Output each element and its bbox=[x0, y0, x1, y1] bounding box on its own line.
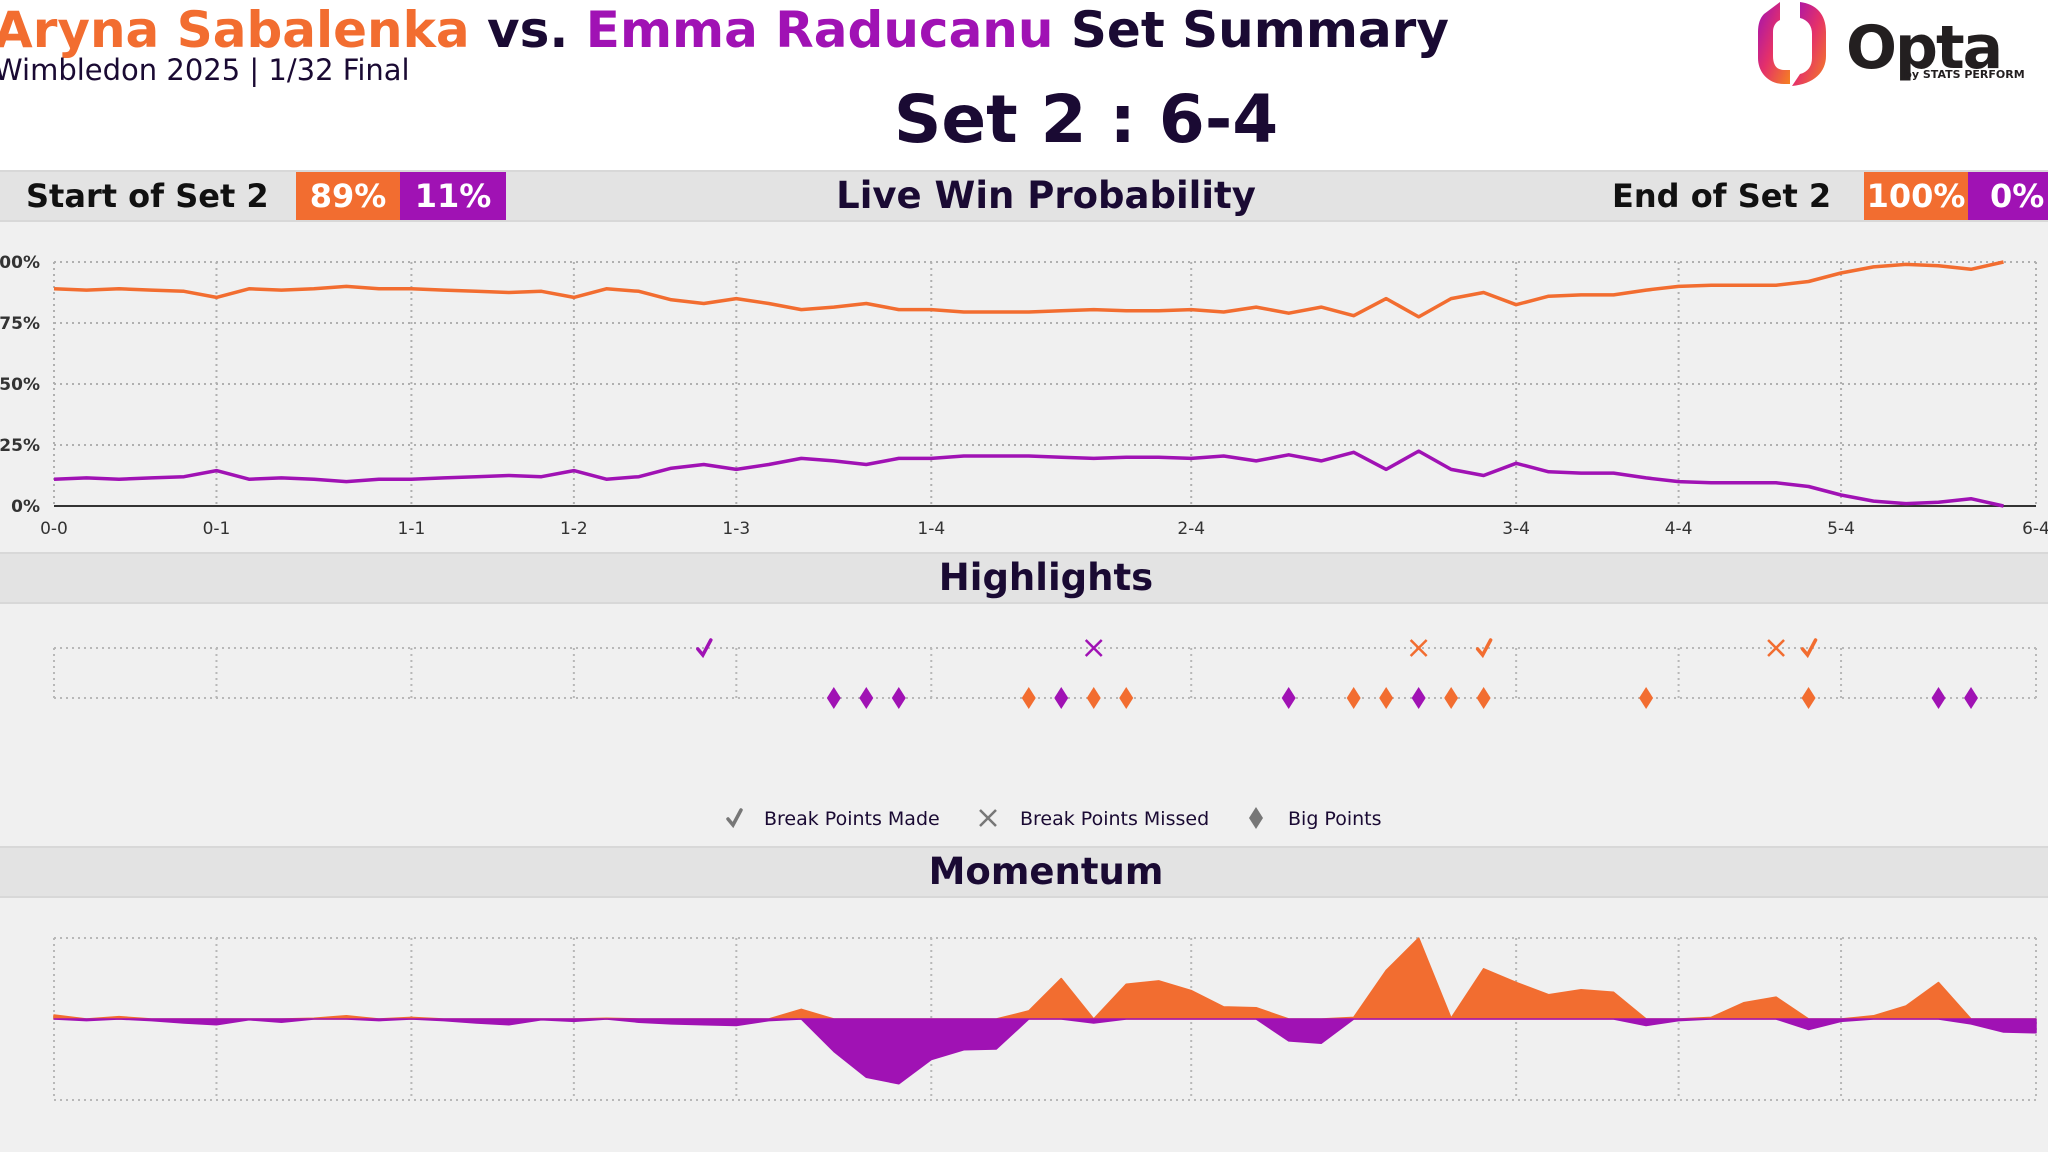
x-tick-label: 1-3 bbox=[722, 519, 750, 539]
highlights-title: Highlights bbox=[938, 556, 1154, 599]
logo-word: Opta bbox=[1846, 13, 2003, 83]
y-tick-label: 25% bbox=[0, 436, 40, 456]
big-point-marker bbox=[891, 687, 906, 709]
x-tick-label: 0-1 bbox=[203, 519, 231, 539]
player2-name: Emma Raducanu bbox=[585, 1, 1054, 59]
win-prob-band: Live Win Probability Start of Set 2 89% … bbox=[0, 170, 2048, 222]
big-point-marker bbox=[1346, 687, 1361, 709]
big-point-marker bbox=[1119, 687, 1134, 709]
legend-cross-icon bbox=[979, 809, 997, 827]
x-tick-label: 1-4 bbox=[917, 519, 945, 539]
big-point-marker bbox=[1281, 687, 1296, 709]
end-p1-badge: 100% bbox=[1864, 172, 1968, 220]
start-p2-badge: 11% bbox=[400, 172, 506, 220]
big-point-marker bbox=[859, 687, 874, 709]
legend-label: Break Points Made bbox=[764, 808, 940, 830]
end-label: End of Set 2 bbox=[1612, 177, 1832, 215]
big-point-marker bbox=[1444, 687, 1459, 709]
title-suffix: Set Summary bbox=[1053, 1, 1449, 59]
break-point-missed-marker bbox=[1767, 639, 1785, 657]
subtitle: Wimbledon 2025 | 1/32 Final bbox=[0, 53, 410, 87]
break-point-missed-marker bbox=[1084, 639, 1103, 657]
break-point-made-marker bbox=[696, 638, 713, 659]
highlights-band: Highlights bbox=[0, 552, 2048, 604]
vs-text: vs. bbox=[469, 1, 586, 59]
opta-logo-icon bbox=[1758, 2, 1826, 86]
big-point-marker bbox=[1931, 687, 1946, 709]
chart-area bbox=[0, 170, 2048, 1152]
big-point-marker bbox=[1379, 687, 1394, 709]
big-point-marker bbox=[826, 687, 841, 709]
momentum-title: Momentum bbox=[928, 850, 1164, 893]
x-tick-label: 2-4 bbox=[1177, 519, 1205, 539]
x-tick-label: 0-0 bbox=[40, 519, 68, 539]
legend-label: Big Points bbox=[1288, 808, 1382, 830]
page-title: Aryna Sabalenka vs. Emma Raducanu Set Su… bbox=[0, 0, 1449, 62]
x-tick-label: 3-4 bbox=[1502, 519, 1530, 539]
legend-label: Break Points Missed bbox=[1020, 808, 1209, 830]
y-tick-label: 50% bbox=[0, 375, 40, 395]
big-point-marker bbox=[1801, 687, 1816, 709]
big-point-marker bbox=[1054, 687, 1069, 709]
break-point-missed-marker bbox=[1409, 639, 1428, 657]
y-tick-label: 75% bbox=[0, 314, 40, 334]
start-label: Start of Set 2 bbox=[26, 177, 269, 215]
x-tick-label: 5-4 bbox=[1827, 519, 1855, 539]
momentum-band: Momentum bbox=[0, 846, 2048, 898]
player1-momentum-area bbox=[53, 937, 2037, 1020]
player1-name: Aryna Sabalenka bbox=[0, 1, 470, 59]
legend-check-icon bbox=[726, 808, 743, 829]
big-point-marker bbox=[1086, 687, 1101, 709]
win-prob-title: Live Win Probability bbox=[836, 174, 1256, 217]
y-tick-label: 100% bbox=[0, 253, 40, 273]
player2-win-prob-line bbox=[53, 449, 2004, 508]
x-tick-label: 1-2 bbox=[560, 519, 588, 539]
x-tick-label: 6-4 bbox=[2022, 519, 2048, 539]
end-p2-badge: 0% bbox=[1968, 172, 2048, 220]
big-point-marker bbox=[1021, 687, 1036, 709]
x-tick-label: 4-4 bbox=[1665, 519, 1693, 539]
logo-subtext: by STATS PERFORM bbox=[1904, 68, 2025, 81]
big-point-marker bbox=[1411, 687, 1426, 709]
player1-win-prob-line bbox=[53, 260, 2004, 319]
big-point-marker bbox=[1639, 687, 1654, 709]
break-point-made-marker bbox=[1475, 638, 1493, 659]
set-score: Set 2 : 6-4 bbox=[893, 81, 1279, 158]
big-point-marker bbox=[1964, 687, 1979, 709]
big-point-marker bbox=[1476, 687, 1491, 709]
player2-momentum-area bbox=[53, 1018, 2037, 1085]
y-tick-label: 0% bbox=[11, 497, 40, 517]
x-tick-label: 1-1 bbox=[398, 519, 426, 539]
break-point-made-marker bbox=[1800, 638, 1818, 659]
legend-diamond-icon bbox=[1249, 807, 1263, 829]
start-p1-badge: 89% bbox=[296, 172, 400, 220]
